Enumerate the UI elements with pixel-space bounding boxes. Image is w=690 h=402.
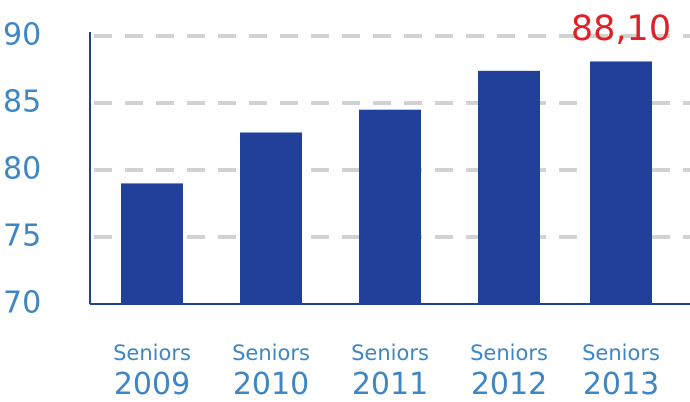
- x-tick-label-year-2013: 2013: [583, 367, 659, 402]
- x-tick-label-line1: Seniors: [113, 341, 191, 365]
- x-tick-label-year-2011: 2011: [352, 367, 428, 402]
- axes: [89, 32, 690, 305]
- x-tick-label-line1: Seniors: [582, 341, 660, 365]
- y-tick-label-70: 70: [3, 286, 41, 321]
- bar-2010: [240, 132, 302, 304]
- bar-2011: [359, 109, 421, 304]
- y-tick-label-85: 85: [3, 85, 41, 120]
- y-tick-label-90: 90: [3, 18, 41, 53]
- bar-2013: [590, 61, 652, 305]
- bars: [121, 61, 652, 305]
- x-tick-label-line1: Seniors: [470, 341, 548, 365]
- data-label-2013: 88,10: [571, 9, 671, 49]
- x-tick-label-year-2010: 2010: [233, 367, 309, 402]
- y-tick-label-80: 80: [3, 152, 41, 187]
- x-tick-label-line1: Seniors: [351, 341, 429, 365]
- x-tick-label-line1: Seniors: [232, 341, 310, 365]
- data-labels: 88,10: [571, 9, 671, 49]
- x-tick-labels: Seniors2009Seniors2010Seniors2011Seniors…: [113, 341, 660, 402]
- x-tick-label-year-2012: 2012: [471, 367, 547, 402]
- bar-2012: [478, 70, 540, 304]
- x-tick-label-year-2009: 2009: [114, 367, 190, 402]
- y-tick-labels: 70 75 80 85 90: [3, 18, 41, 321]
- bar-2009: [121, 183, 183, 304]
- y-tick-label-75: 75: [3, 219, 41, 254]
